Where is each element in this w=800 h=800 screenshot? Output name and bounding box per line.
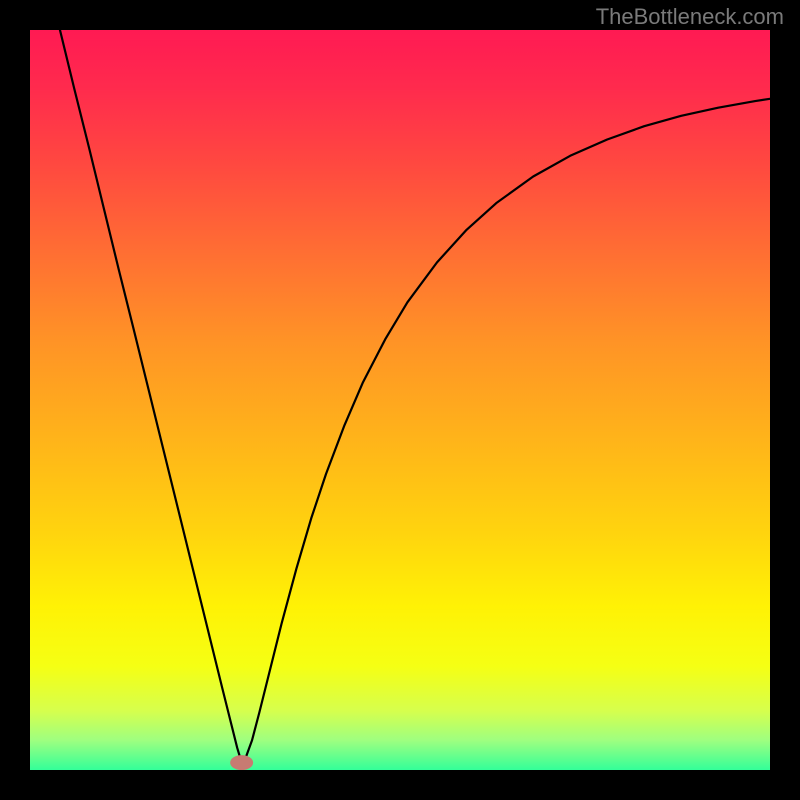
plot-area bbox=[30, 30, 770, 770]
chart-container: TheBottleneck.com bbox=[0, 0, 800, 800]
bottleneck-curve bbox=[60, 30, 770, 763]
minimum-marker bbox=[231, 756, 253, 770]
curve-overlay bbox=[30, 30, 770, 770]
watermark-text: TheBottleneck.com bbox=[596, 4, 784, 30]
